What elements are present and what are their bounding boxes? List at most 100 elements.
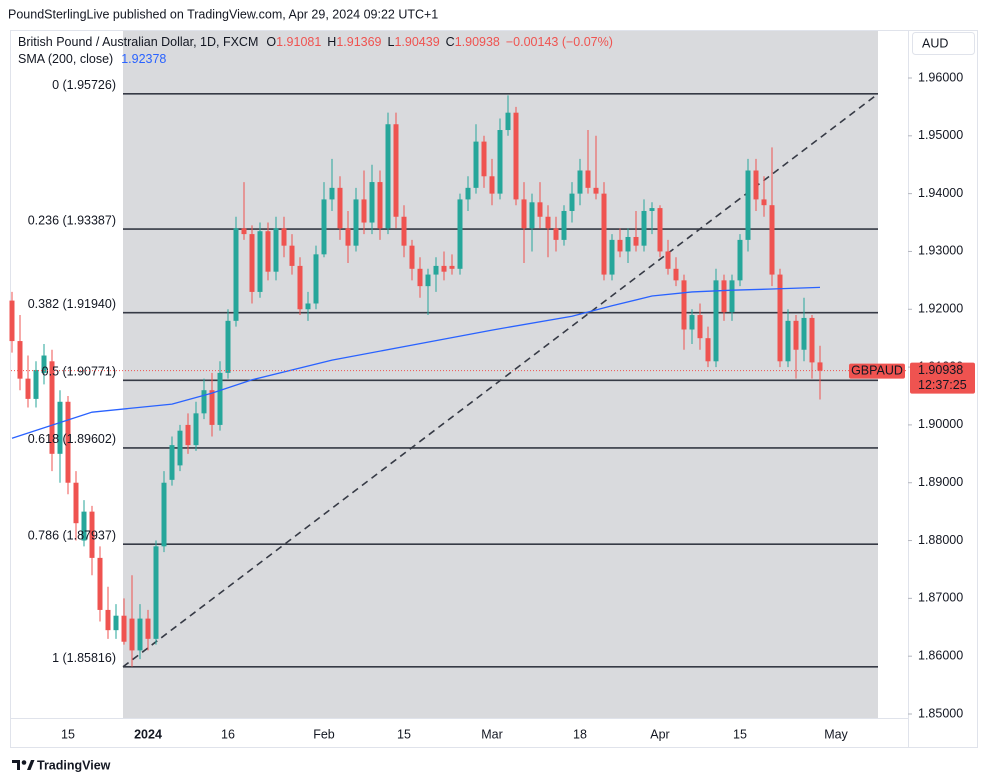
candle-body <box>337 187 343 229</box>
y-tick-label: 1.90000 <box>918 417 963 431</box>
candle-body <box>209 390 215 425</box>
candle-body <box>569 193 575 211</box>
candle-body <box>433 265 439 275</box>
fib-label: 0.5 (1.90771) <box>42 365 116 379</box>
candle-body <box>417 268 423 287</box>
candle-body <box>169 445 175 480</box>
candle-body <box>113 615 119 631</box>
candle-body <box>145 618 151 639</box>
tradingview-logo <box>12 760 35 770</box>
candle-body <box>297 265 303 310</box>
fib-label: 0.382 (1.91940) <box>28 297 116 311</box>
y-tick-label: 1.92000 <box>918 302 963 316</box>
candle-body <box>745 170 751 240</box>
logo-part <box>21 760 27 765</box>
y-tick-label: 1.95000 <box>918 128 963 142</box>
candle-body <box>729 280 735 313</box>
candle-body <box>473 141 479 188</box>
candle-body <box>457 199 463 269</box>
sma-name: SMA (200, close) <box>18 52 113 66</box>
fib-label: 0.786 (1.87937) <box>28 528 116 542</box>
candle-body <box>185 424 191 446</box>
candle-body <box>129 618 135 651</box>
trend-line <box>122 93 879 668</box>
candle-body <box>273 228 279 272</box>
c-value: 1.90938 <box>455 35 500 49</box>
candle-body <box>505 112 511 131</box>
candle-body <box>577 170 583 194</box>
candle-body <box>521 199 527 229</box>
candle-body <box>265 231 271 272</box>
candle-body <box>353 199 359 246</box>
x-tick-label: 15 <box>61 727 75 741</box>
candle-body <box>585 170 591 188</box>
candle-body <box>17 341 23 379</box>
o-value: 1.91081 <box>276 35 321 49</box>
sma-line <box>11 286 821 439</box>
candle-body <box>65 401 71 483</box>
x-tick-label: 15 <box>397 727 411 741</box>
candle-body <box>289 245 295 266</box>
candle-body <box>737 239 743 281</box>
candle-body <box>121 615 127 642</box>
x-tick-label: 16 <box>221 727 235 741</box>
candle-body <box>545 216 551 229</box>
candle-body <box>57 401 63 454</box>
candle-body <box>537 202 543 217</box>
candle-body <box>657 208 663 252</box>
candle-body <box>425 274 431 287</box>
candle-body <box>329 187 335 200</box>
sma-value: 1.92378 <box>121 52 166 66</box>
candle-body <box>777 274 783 362</box>
candle-body <box>241 228 247 235</box>
candle-body <box>33 369 39 399</box>
candle-body <box>761 199 767 206</box>
currency-label[interactable]: AUD <box>922 36 948 50</box>
candle-body <box>625 236 631 252</box>
sma-legend: SMA (200, close) 1.92378 <box>18 52 166 66</box>
candle-body <box>281 228 287 246</box>
candle-body <box>793 320 799 350</box>
candle-body <box>233 228 239 321</box>
candle-body <box>785 320 791 362</box>
candle-body <box>609 239 615 275</box>
legend: British Pound / Australian Dollar, 1D, F… <box>18 35 613 66</box>
candle-body <box>481 141 487 177</box>
currency-button[interactable] <box>912 32 975 55</box>
candle-body <box>249 234 255 292</box>
h-label: H <box>327 35 336 49</box>
candle-body <box>193 413 199 446</box>
candle-body <box>721 280 727 313</box>
candle-body <box>321 199 327 255</box>
candle-body <box>377 182 383 229</box>
fib-label: 0 (1.95726) <box>52 78 116 92</box>
symbol: British Pound / Australian Dollar, 1D, F… <box>18 35 258 49</box>
candle-body <box>553 228 559 240</box>
price-tag-value: 1.90938 <box>918 363 963 377</box>
candle-body <box>617 239 623 252</box>
candle-body <box>769 205 775 275</box>
candle-body <box>385 124 391 229</box>
y-tick-label: 1.87000 <box>918 591 963 605</box>
candle-body <box>305 303 311 310</box>
candle-body <box>81 511 87 541</box>
l-label: L <box>388 35 395 49</box>
fib-label: 1 (1.85816) <box>52 651 116 665</box>
candle-body <box>449 265 455 269</box>
x-tick-label: 15 <box>733 727 747 741</box>
h-value: 1.91369 <box>336 35 381 49</box>
candle-body <box>681 280 687 330</box>
candle-body <box>649 208 655 211</box>
o-label: O <box>266 35 276 49</box>
y-tick-label: 1.88000 <box>918 533 963 547</box>
y-tick-label: 1.94000 <box>918 186 963 200</box>
candle-body <box>713 280 719 362</box>
candle-body <box>641 210 647 246</box>
ticker-label: GBPAUD <box>851 363 903 377</box>
candle-body <box>809 317 815 363</box>
candle-body <box>593 187 599 194</box>
candle-body <box>257 231 263 292</box>
candle-body <box>817 362 823 371</box>
footer: TradingView <box>37 758 111 772</box>
